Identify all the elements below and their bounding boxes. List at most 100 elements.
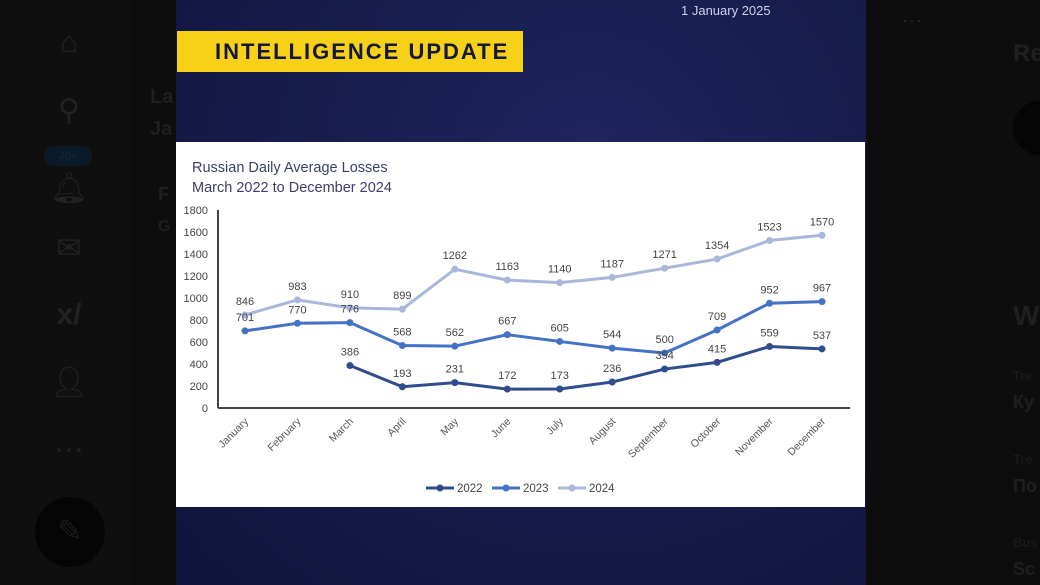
messages-icon[interactable]: ✉ — [56, 232, 82, 265]
data-label-2024: 1262 — [443, 250, 467, 262]
data-point-2023 — [503, 331, 511, 339]
data-label-2024: 910 — [341, 289, 359, 301]
x-tick-label: December — [785, 415, 828, 458]
x-tick-label: August — [587, 416, 619, 448]
profile-icon[interactable]: 👤︎ — [50, 366, 89, 399]
data-label-2022: 537 — [813, 330, 831, 342]
data-label-2023: 568 — [393, 327, 411, 339]
grok-icon[interactable]: x/ — [56, 298, 82, 331]
data-point-2023 — [766, 299, 774, 307]
data-point-2023 — [241, 327, 249, 335]
data-label-2024: 983 — [288, 281, 306, 293]
search-icon[interactable]: ⚲ — [58, 94, 80, 127]
bg-text: Ja — [150, 118, 173, 140]
x-tick-label: May — [438, 415, 461, 438]
data-point-2022 — [503, 385, 511, 393]
legend-marker-2022 — [436, 484, 444, 492]
data-point-2023 — [608, 344, 616, 352]
data-label-2024: 1570 — [810, 216, 834, 228]
data-point-2023 — [818, 298, 826, 306]
data-point-2024 — [713, 255, 721, 263]
bg-text: Tre — [1013, 368, 1033, 383]
compose-post-button[interactable]: ✎ — [35, 497, 105, 567]
y-tick-label: 200 — [190, 381, 208, 393]
data-label-2022: 559 — [760, 328, 778, 340]
data-label-2024: 1187 — [600, 258, 624, 270]
data-point-2023 — [661, 349, 669, 357]
compose-post-icon: ✎ — [57, 515, 83, 548]
more-options-icon[interactable]: ··· — [902, 10, 923, 30]
data-label-2023: 770 — [288, 304, 306, 316]
avatar — [1013, 100, 1040, 156]
data-label-2023: 562 — [446, 327, 464, 339]
x-tick-label: June — [489, 416, 514, 441]
bg-text: По — [1013, 476, 1037, 496]
y-tick-label: 1600 — [184, 227, 208, 239]
data-label-2022: 172 — [498, 370, 516, 382]
y-tick-label: 0 — [202, 403, 208, 415]
data-point-2023 — [713, 326, 721, 334]
bg-text: F — [158, 184, 169, 204]
data-point-2022 — [713, 358, 721, 366]
data-point-2024 — [346, 304, 354, 312]
x-tick-label: November — [733, 415, 776, 458]
data-label-2024: 1354 — [705, 240, 729, 252]
media-viewer-image: 1 January 2025 INTELLIGENCE UPDATE Russi… — [176, 0, 866, 585]
sidebar-nav: ⌂ ⚲ 🔔︎ 20+ ✉ x/ 👤︎ ⋯ ✎ — [0, 0, 130, 585]
update-date: 1 January 2025 — [681, 3, 771, 18]
notifications-icon[interactable]: 🔔︎ — [50, 172, 89, 205]
y-tick-label: 800 — [190, 315, 208, 327]
notification-badge: 20+ — [44, 146, 92, 166]
legend-label: 2022 — [457, 483, 483, 495]
data-label-2023: 701 — [236, 312, 254, 324]
data-point-2022 — [766, 343, 774, 351]
legend-label: 2023 — [523, 483, 549, 495]
data-point-2024 — [766, 236, 774, 244]
data-label-2022: 193 — [393, 368, 411, 380]
data-label-2024: 1523 — [757, 221, 781, 233]
data-label-2023: 952 — [760, 284, 778, 296]
line-chart: 0 200 400 600 800 1000 1200 1400 1600 1800 January… — [184, 205, 850, 495]
series-line-2023 — [244, 300, 823, 355]
legend-marker-2023 — [502, 484, 510, 492]
data-label-2022: 173 — [551, 370, 569, 382]
x-tick-label: April — [385, 416, 408, 439]
data-point-2024 — [818, 231, 826, 239]
chart-card: Russian Daily Average Losses March 2022 … — [176, 142, 865, 507]
home-icon[interactable]: ⌂ — [59, 26, 79, 59]
data-point-2024 — [398, 305, 406, 313]
chart-title: Russian Daily Average Losses — [192, 160, 388, 176]
data-label-2023: 967 — [813, 283, 831, 295]
data-label-2024: 1163 — [495, 261, 519, 273]
data-label-2024: 1271 — [652, 249, 676, 261]
data-point-2024 — [451, 265, 459, 273]
x-tick-label: July — [544, 415, 566, 437]
data-label-2022: 354 — [655, 350, 673, 362]
data-point-2024 — [556, 279, 564, 287]
bg-text: G — [158, 218, 171, 235]
data-point-2024 — [503, 276, 511, 284]
data-point-2022 — [346, 362, 354, 370]
data-label-2022: 231 — [446, 364, 464, 376]
y-tick-label: 1800 — [184, 205, 208, 217]
data-point-2022 — [661, 365, 669, 373]
bg-text: La — [150, 86, 174, 108]
data-point-2024 — [293, 296, 301, 304]
data-point-2023 — [293, 319, 301, 327]
data-point-2023 — [346, 319, 354, 327]
data-point-2022 — [398, 383, 406, 391]
y-tick-label: 1200 — [184, 271, 208, 283]
y-tick-label: 1000 — [184, 293, 208, 305]
data-label-2023: 709 — [708, 311, 726, 323]
more-icon[interactable]: ⋯ — [54, 434, 84, 467]
bg-text: Re — [1013, 40, 1040, 67]
data-label-2022: 415 — [708, 343, 726, 355]
x-tick-label: March — [327, 416, 356, 445]
data-label-2024: 1140 — [548, 264, 572, 276]
data-point-2022 — [818, 345, 826, 353]
bg-text: Ку — [1013, 392, 1034, 412]
bg-text: Bus — [1013, 535, 1038, 550]
data-label-2024: 899 — [393, 290, 411, 302]
data-label-2022: 236 — [603, 363, 621, 375]
data-point-2024 — [608, 273, 616, 281]
